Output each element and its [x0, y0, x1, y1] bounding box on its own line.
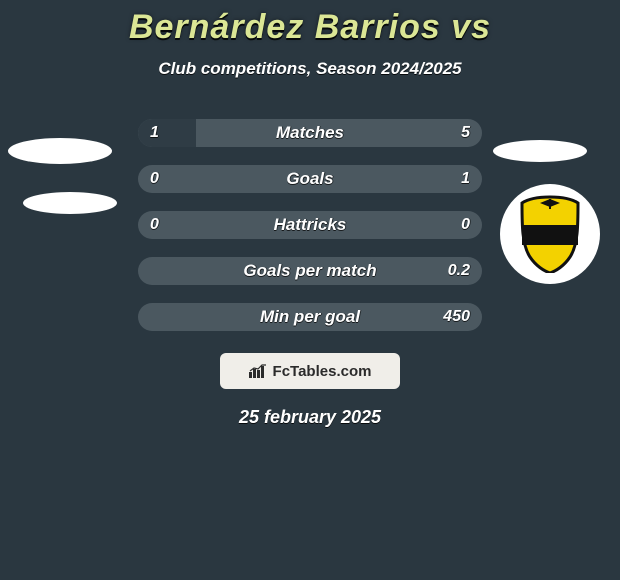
stat-label: Goals per match [243, 261, 376, 281]
stat-bars: 1 Matches 5 0 Goals 1 0 Hattricks 0 Goals per mat… [138, 119, 482, 331]
watermark-text: FcTables.com [273, 363, 372, 380]
stat-label: Goals [286, 169, 333, 189]
watermark: FcTables.com [220, 353, 400, 389]
placeholder-ellipse-right-1 [493, 140, 587, 162]
stat-right-value: 1 [461, 170, 470, 188]
stat-bar: 0 Hattricks 0 [138, 211, 482, 239]
club-crest [500, 184, 600, 284]
stat-label: Hattricks [274, 215, 347, 235]
subtitle: Club competitions, Season 2024/2025 [0, 59, 620, 79]
club-crest-icon [518, 195, 582, 273]
bar-chart-icon [249, 364, 267, 378]
stat-right-value: 0.2 [448, 262, 470, 280]
stat-bar: Goals per match 0.2 [138, 257, 482, 285]
stat-bar-left-fill [138, 119, 196, 147]
stat-label: Matches [276, 123, 344, 143]
stat-bar: 0 Goals 1 [138, 165, 482, 193]
stat-right-value: 0 [461, 216, 470, 234]
comparison-arena: 1 Matches 5 0 Goals 1 0 Hattricks 0 Goals per mat… [0, 119, 620, 331]
date-label: 25 february 2025 [0, 407, 620, 428]
stat-left-value: 0 [150, 216, 159, 234]
stat-left-value: 1 [150, 124, 159, 142]
stat-right-value: 450 [443, 308, 470, 326]
stat-label: Min per goal [260, 307, 360, 327]
stat-right-value: 5 [461, 124, 470, 142]
stat-bar: Min per goal 450 [138, 303, 482, 331]
stat-bar: 1 Matches 5 [138, 119, 482, 147]
placeholder-ellipse-left-2 [23, 192, 117, 214]
placeholder-ellipse-left-1 [8, 138, 112, 164]
page-title: Bernárdez Barrios vs [0, 0, 620, 47]
stat-left-value: 0 [150, 170, 159, 188]
